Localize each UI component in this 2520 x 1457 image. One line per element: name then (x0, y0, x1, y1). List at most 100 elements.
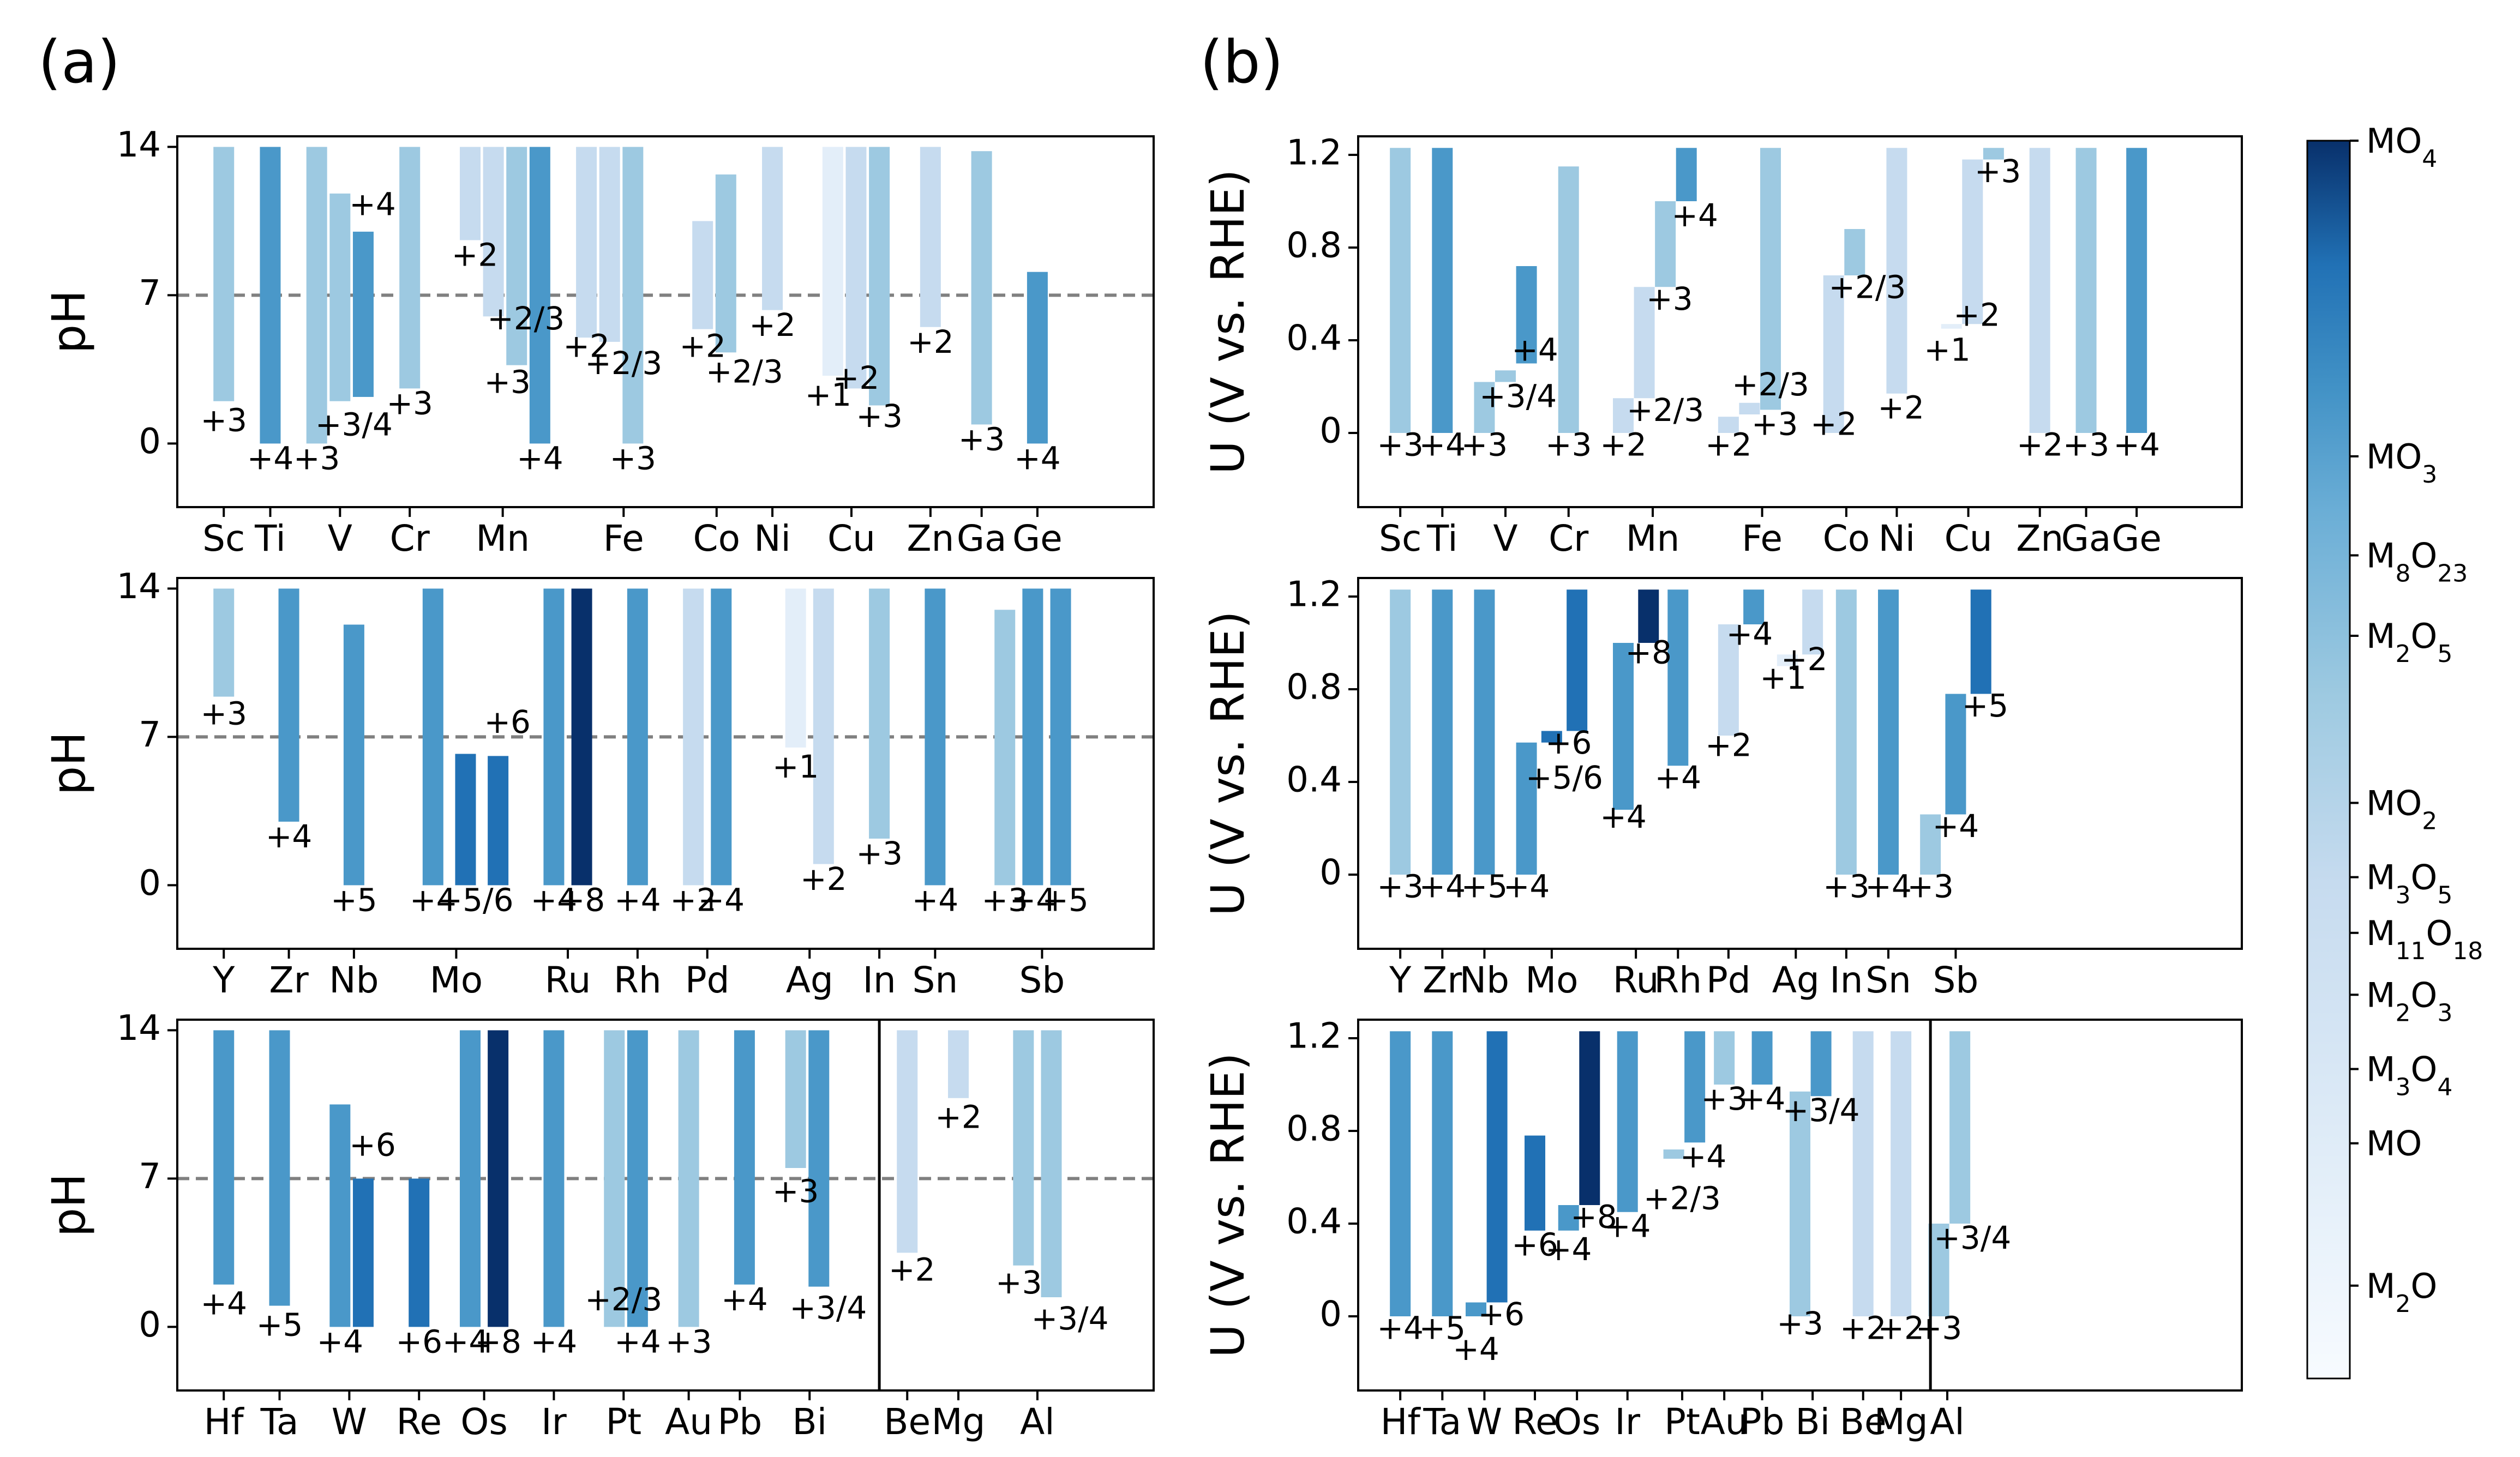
oxidation-label: +4 (721, 1281, 768, 1318)
bar (785, 1030, 806, 1168)
oxidation-label: +4 (1377, 1310, 1424, 1347)
y-axis-label: pH (42, 290, 95, 353)
bar (1945, 694, 1966, 815)
x-tick-label: In (862, 959, 896, 1001)
oxidation-label: +2/3 (1732, 366, 1809, 403)
y-tick-label: 0 (139, 863, 161, 904)
x-tick-label: Ru (1613, 959, 1659, 1001)
bar (1432, 1031, 1453, 1316)
bar (483, 147, 504, 317)
bar (543, 1030, 565, 1327)
bar (678, 1030, 699, 1327)
oxidation-label: +6 (1478, 1296, 1525, 1333)
oxidation-label: +5 (1962, 687, 2009, 724)
bar (1013, 1030, 1034, 1266)
bar (599, 147, 620, 342)
colorbar-label: MO3 (2366, 437, 2437, 489)
oxidation-label: +3/4 (789, 1289, 867, 1326)
oxidation-label: +2 (679, 328, 726, 365)
x-tick-label: Pb (718, 1401, 763, 1443)
bar (1638, 589, 1659, 643)
bar (971, 151, 992, 425)
y-tick-label: 0.4 (1286, 318, 1342, 359)
bar (2075, 148, 2097, 433)
y-tick-label: 0 (139, 1305, 161, 1345)
oxidation-label: +2 (670, 882, 717, 919)
x-tick-label: Y (212, 959, 235, 1001)
bar (1835, 589, 1857, 875)
colorbar-label: M3O4 (2366, 1050, 2452, 1101)
oxidation-label: +3 (1823, 868, 1870, 905)
y-tick-label: 0 (1319, 853, 1342, 893)
oxidation-label: +3 (1907, 868, 1954, 905)
oxidation-label: +5 (256, 1307, 303, 1344)
bar (1613, 398, 1634, 433)
oxidation-label: +3 (293, 440, 340, 477)
bar (1634, 287, 1655, 399)
oxidation-label: +6 (395, 1323, 442, 1360)
bar (1941, 324, 1962, 329)
x-tick-label: Mg (1874, 1401, 1928, 1443)
bar (1802, 589, 1823, 655)
x-tick-label: Mn (476, 517, 530, 559)
bar (1739, 402, 1760, 414)
bar (529, 147, 550, 444)
bar (948, 1030, 969, 1098)
x-tick-label: Re (396, 1401, 442, 1443)
x-tick-label: Ni (754, 517, 791, 559)
colorbar-label: M2O5 (2366, 616, 2452, 668)
oxidation-label: +4 (1010, 882, 1057, 919)
oxidation-label: +4 (912, 882, 959, 919)
x-tick-label: Pt (1664, 1401, 1700, 1443)
y-tick-label: 0 (139, 422, 161, 462)
oxidation-label: +3 (1916, 1310, 1963, 1347)
x-tick-label: W (332, 1401, 367, 1443)
x-tick-label: Cu (827, 517, 875, 559)
oxidation-label: +3 (1545, 426, 1592, 463)
bar (455, 754, 476, 886)
oxidation-label: +4 (442, 1323, 489, 1360)
bar (213, 1030, 235, 1285)
bar (869, 147, 890, 406)
bar (627, 1030, 648, 1327)
oxidation-label: +4 (1604, 1208, 1651, 1245)
chart-a1: +3+4 +3+3/4+4+3+2+2/3+3+4+2+2/3+3+2+2/3+2… (42, 125, 1155, 559)
oxidation-label: +4 (247, 440, 294, 477)
x-tick-label: Sn (1865, 959, 1911, 1001)
oxidation-label: +4 (1511, 331, 1558, 368)
x-tick-label: Be (1840, 1401, 1887, 1443)
axes-frame (176, 577, 1155, 950)
x-tick-label: Au (665, 1401, 712, 1443)
x-tick-label: Ni (1879, 517, 1916, 559)
y-axis-label: pH (42, 1173, 95, 1237)
oxidation-label: +2 (452, 237, 499, 274)
oxidation-label: +3/4 (1031, 1300, 1109, 1337)
chart-a2: +3+4+5 +4+5/6+6+4+8 +4 +2+4+1+2+3+4 +3+4+507… (42, 567, 1155, 1001)
bar (1928, 1224, 1949, 1316)
oxidation-label: +4 (531, 1323, 578, 1360)
oxidation-label: +3 (995, 1264, 1042, 1301)
bar (488, 756, 509, 886)
oxidation-label: +5/6 (1526, 759, 1603, 796)
oxidation-label: +4 (1600, 798, 1647, 835)
x-tick-label: Sb (1933, 959, 1979, 1001)
oxidation-label: +4 (1655, 759, 1702, 796)
oxidation-label: +4 (266, 818, 313, 855)
x-tick-label: Zn (907, 517, 954, 559)
y-tick-label: 7 (139, 715, 161, 755)
oxidation-label: +2 (1781, 641, 1828, 678)
x-tick-label: Pd (685, 959, 730, 1001)
oxidation-label: +2 (800, 860, 847, 898)
x-tick-label: Os (1553, 1401, 1600, 1443)
x-tick-label: Pb (1740, 1401, 1785, 1443)
bar (278, 588, 299, 822)
oxidation-label: +8 (559, 882, 605, 919)
oxidation-label: +2 (749, 306, 796, 344)
bar (1516, 266, 1537, 364)
oxidation-label: +6 (349, 1126, 396, 1163)
oxidation-label: +5/6 (436, 882, 514, 919)
oxidation-label: +2 (1840, 1310, 1887, 1347)
x-tick-label: Cr (390, 517, 430, 559)
x-tick-label: V (1493, 517, 1517, 559)
